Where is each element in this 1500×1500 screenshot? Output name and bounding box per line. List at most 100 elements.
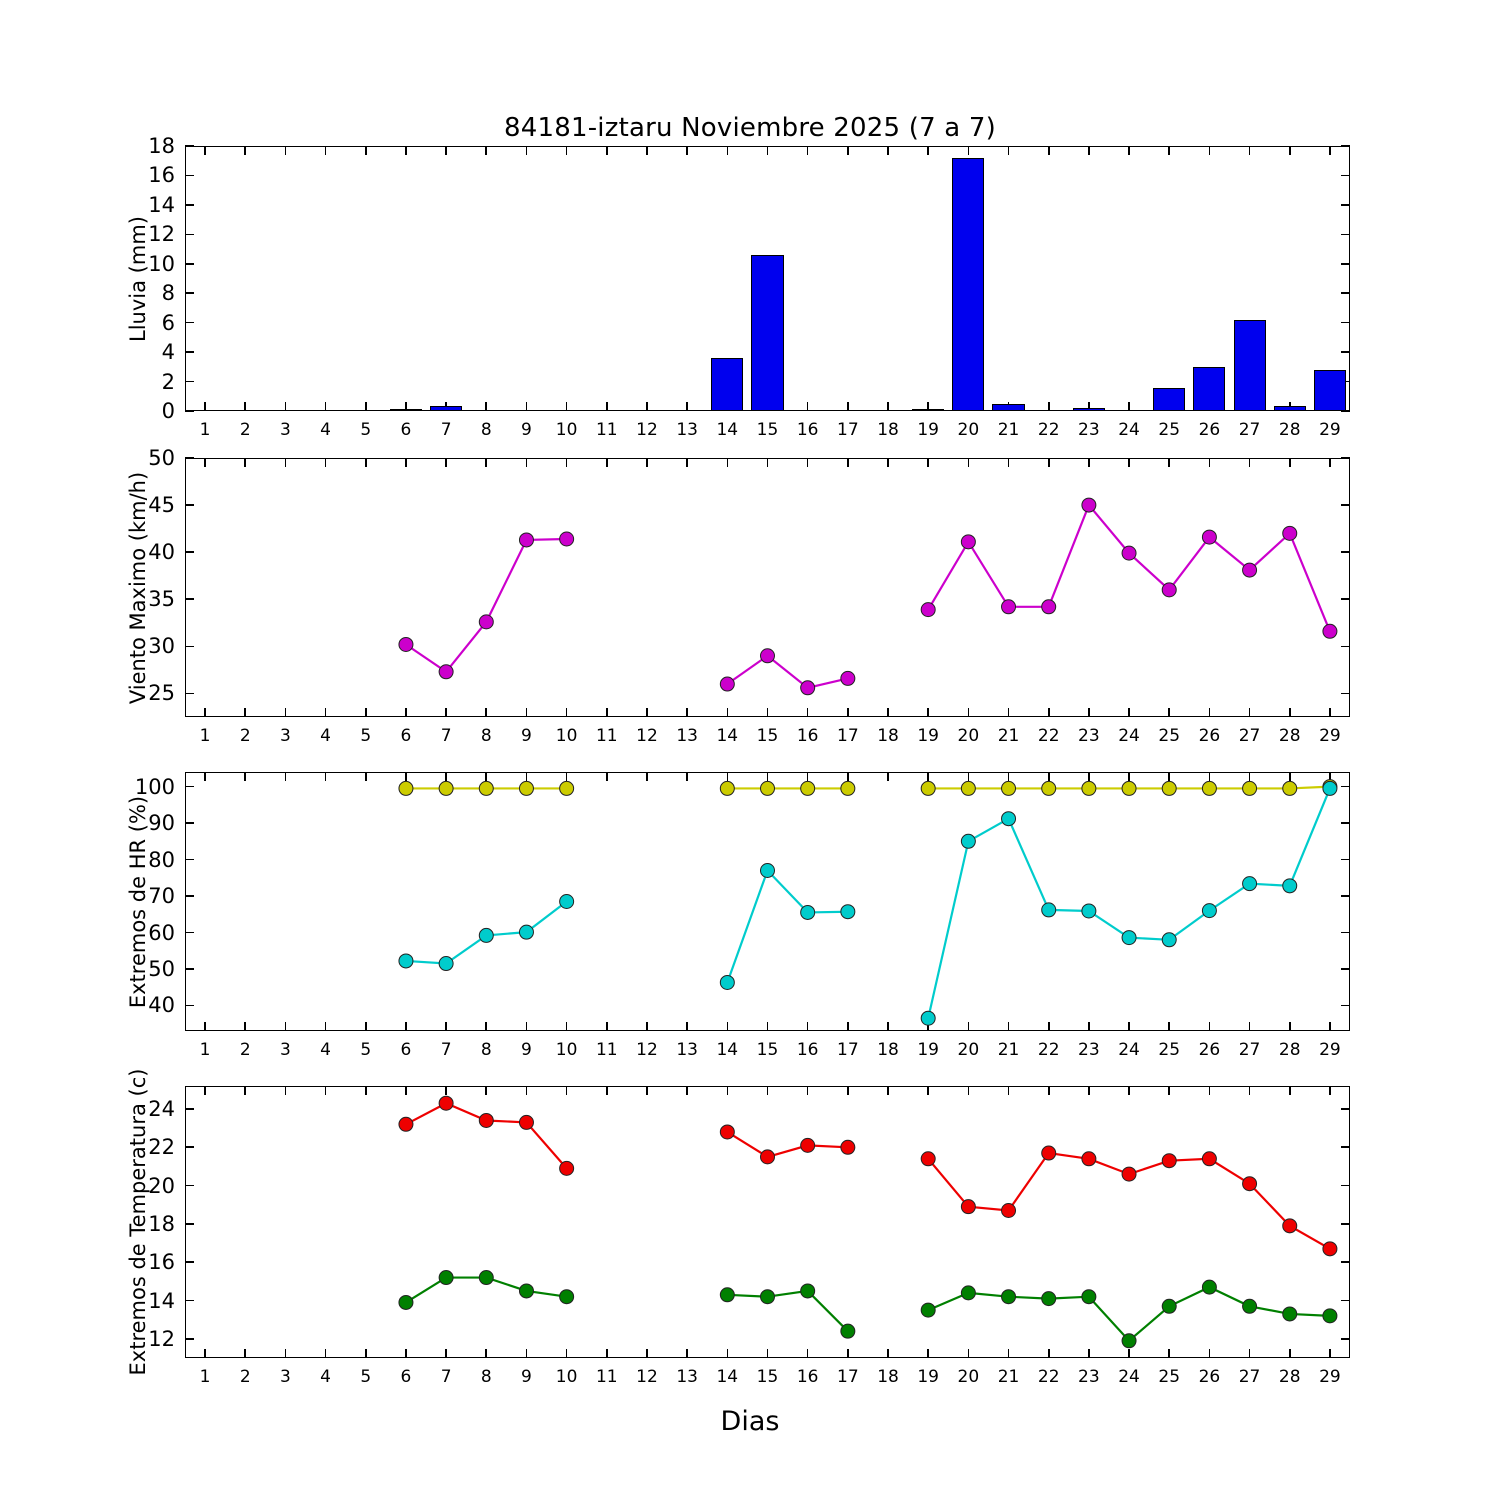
data-point-temperature-day29 xyxy=(1322,1308,1338,1324)
data-point-temperature-day27 xyxy=(1242,1176,1258,1192)
xtick-mark-top-humidity-29 xyxy=(1329,772,1331,781)
xtick-mark-top-humidity-28 xyxy=(1288,772,1291,781)
xtick-label-temperature-13: 13 xyxy=(676,1367,698,1387)
xtick-mark-top-rain-28 xyxy=(1288,146,1291,155)
xtick-mark-wind-8 xyxy=(485,708,488,717)
ytick-mark-right-rain-0 xyxy=(1341,410,1350,412)
xtick-label-wind-3: 3 xyxy=(280,726,291,746)
xtick-mark-temperature-5 xyxy=(364,1349,367,1358)
xtick-label-humidity-14: 14 xyxy=(716,1040,739,1060)
xtick-mark-top-wind-16 xyxy=(806,458,809,467)
data-point-humidity-day7 xyxy=(438,956,454,972)
xtick-label-temperature-1: 1 xyxy=(199,1367,211,1387)
xtick-mark-top-humidity-21 xyxy=(1007,772,1010,781)
xtick-mark-top-wind-18 xyxy=(887,458,889,467)
ytick-mark-right-humidity-6 xyxy=(1341,785,1350,788)
xtick-mark-top-wind-3 xyxy=(284,458,287,467)
xtick-label-wind-25: 25 xyxy=(1158,726,1181,746)
line-humidity-1 xyxy=(726,868,848,983)
data-point-humidity-day23 xyxy=(1081,780,1097,796)
ytick-mark-humidity-0 xyxy=(185,1004,194,1007)
xtick-mark-top-rain-14 xyxy=(726,146,729,155)
xtick-label-temperature-27: 27 xyxy=(1238,1367,1261,1387)
xtick-label-humidity-7: 7 xyxy=(440,1040,452,1060)
data-point-humidity-day10 xyxy=(559,780,575,796)
bar-day-19 xyxy=(912,408,945,411)
xtick-mark-top-temperature-4 xyxy=(324,1086,327,1095)
xtick-mark-wind-20 xyxy=(967,708,970,717)
xtick-label-rain-2: 2 xyxy=(239,420,251,440)
xtick-mark-top-rain-26 xyxy=(1208,146,1211,155)
ytick-mark-right-wind-0 xyxy=(1341,692,1350,695)
xtick-mark-wind-1 xyxy=(204,708,206,717)
xtick-mark-top-rain-7 xyxy=(445,146,447,155)
data-point-wind-day26 xyxy=(1201,529,1217,545)
ytick-label-wind-5: 50 xyxy=(148,446,175,470)
xtick-mark-humidity-10 xyxy=(565,1022,568,1031)
xtick-label-wind-26: 26 xyxy=(1198,726,1221,746)
xtick-label-temperature-28: 28 xyxy=(1278,1367,1301,1387)
data-point-temperature-day27 xyxy=(1242,1298,1258,1314)
xtick-label-rain-8: 8 xyxy=(480,420,492,440)
xtick-mark-top-wind-21 xyxy=(1007,458,1010,467)
ytick-mark-right-wind-2 xyxy=(1341,598,1350,601)
ytick-label-humidity-0: 40 xyxy=(148,993,175,1018)
data-point-humidity-day14 xyxy=(719,780,735,796)
xtick-mark-temperature-10 xyxy=(565,1349,568,1358)
xtick-mark-rain-4 xyxy=(324,402,327,411)
xtick-mark-wind-24 xyxy=(1128,708,1130,717)
xtick-label-humidity-8: 8 xyxy=(480,1040,492,1060)
bar-day-21 xyxy=(992,403,1025,411)
ytick-mark-right-humidity-1 xyxy=(1341,968,1350,970)
xtick-mark-top-humidity-26 xyxy=(1208,772,1211,781)
xtick-label-rain-10: 10 xyxy=(555,420,578,440)
data-point-wind-day6 xyxy=(398,636,414,652)
xtick-mark-wind-13 xyxy=(686,708,688,717)
xtick-label-temperature-14: 14 xyxy=(716,1367,739,1387)
xtick-mark-top-humidity-18 xyxy=(887,772,889,781)
xtick-mark-wind-16 xyxy=(806,708,809,717)
ytick-mark-right-temperature-5 xyxy=(1341,1146,1350,1149)
ytick-label-temperature-4: 20 xyxy=(148,1173,175,1198)
xtick-label-wind-5: 5 xyxy=(360,726,372,746)
xtick-mark-humidity-7 xyxy=(445,1022,447,1031)
xtick-mark-top-rain-8 xyxy=(485,146,488,155)
xtick-mark-top-temperature-20 xyxy=(967,1086,970,1095)
xtick-mark-temperature-24 xyxy=(1128,1349,1130,1358)
xtick-mark-wind-14 xyxy=(726,708,729,717)
xtick-mark-temperature-25 xyxy=(1168,1349,1171,1358)
xtick-mark-rain-24 xyxy=(1128,402,1130,411)
data-point-wind-day19 xyxy=(920,602,936,618)
ytick-mark-right-temperature-0 xyxy=(1341,1338,1350,1340)
data-point-temperature-day6 xyxy=(398,1116,414,1132)
xtick-label-rain-23: 23 xyxy=(1078,420,1100,440)
xtick-mark-top-temperature-14 xyxy=(726,1086,729,1095)
xtick-label-humidity-18: 18 xyxy=(877,1040,899,1060)
ytick-label-humidity-2: 60 xyxy=(148,920,175,945)
xtick-label-wind-24: 24 xyxy=(1118,726,1140,746)
ytick-mark-temperature-2 xyxy=(185,1261,194,1264)
xtick-label-temperature-15: 15 xyxy=(756,1367,779,1387)
data-point-wind-day23 xyxy=(1081,497,1097,513)
xtick-label-humidity-28: 28 xyxy=(1278,1040,1301,1060)
ytick-mark-right-temperature-2 xyxy=(1341,1261,1350,1264)
xtick-label-rain-26: 26 xyxy=(1198,420,1221,440)
xtick-mark-temperature-8 xyxy=(485,1349,488,1358)
xtick-mark-top-rain-15 xyxy=(766,146,769,155)
xtick-label-temperature-25: 25 xyxy=(1158,1367,1181,1387)
xtick-label-humidity-5: 5 xyxy=(360,1040,372,1060)
ytick-mark-right-temperature-6 xyxy=(1341,1108,1350,1110)
ytick-mark-right-rain-3 xyxy=(1341,321,1350,324)
xtick-label-humidity-12: 12 xyxy=(636,1040,658,1060)
ytick-label-rain-6: 12 xyxy=(148,222,175,247)
ytick-mark-rain-7 xyxy=(185,204,194,206)
xtick-mark-wind-27 xyxy=(1248,708,1251,717)
xtick-mark-wind-11 xyxy=(606,708,608,717)
xtick-mark-temperature-4 xyxy=(324,1349,327,1358)
ytick-mark-temperature-4 xyxy=(185,1184,194,1187)
xtick-mark-top-humidity-15 xyxy=(766,772,769,781)
data-point-temperature-day7 xyxy=(438,1270,454,1286)
data-point-humidity-day17 xyxy=(840,780,856,796)
ytick-label-wind-2: 35 xyxy=(148,587,175,612)
